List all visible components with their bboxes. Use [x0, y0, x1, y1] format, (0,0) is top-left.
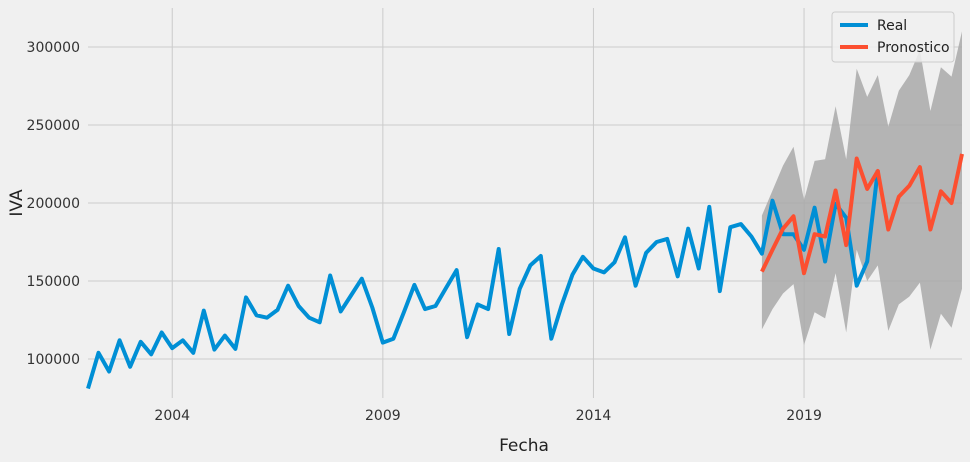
x-tick-labels: 2004 2009 2014 2019	[154, 408, 821, 424]
y-tick-label: 300000	[27, 40, 80, 56]
legend-label-pronostico: Pronostico	[877, 40, 950, 56]
y-tick-labels: 100000 150000 200000 250000 300000	[27, 40, 80, 368]
legend: Real Pronostico	[831, 11, 955, 63]
confidence-band	[761, 31, 962, 350]
y-tick-label: 100000	[27, 352, 80, 368]
confidence-band-layer	[761, 31, 962, 350]
x-axis-title: Fecha	[499, 436, 549, 456]
series-layer	[86, 153, 964, 390]
x-tick-label: 2009	[365, 408, 401, 424]
legend-label-real: Real	[877, 18, 907, 34]
x-tick-label: 2014	[576, 408, 612, 424]
x-tick-label: 2004	[154, 408, 190, 424]
series-line-real	[86, 169, 880, 390]
y-tick-label: 200000	[27, 196, 80, 212]
x-tick-label: 2019	[786, 408, 822, 424]
series-line-pronostico	[760, 153, 964, 276]
y-tick-label: 250000	[27, 118, 80, 134]
y-tick-label: 150000	[27, 274, 80, 290]
y-axis-title: IVA	[7, 189, 27, 217]
